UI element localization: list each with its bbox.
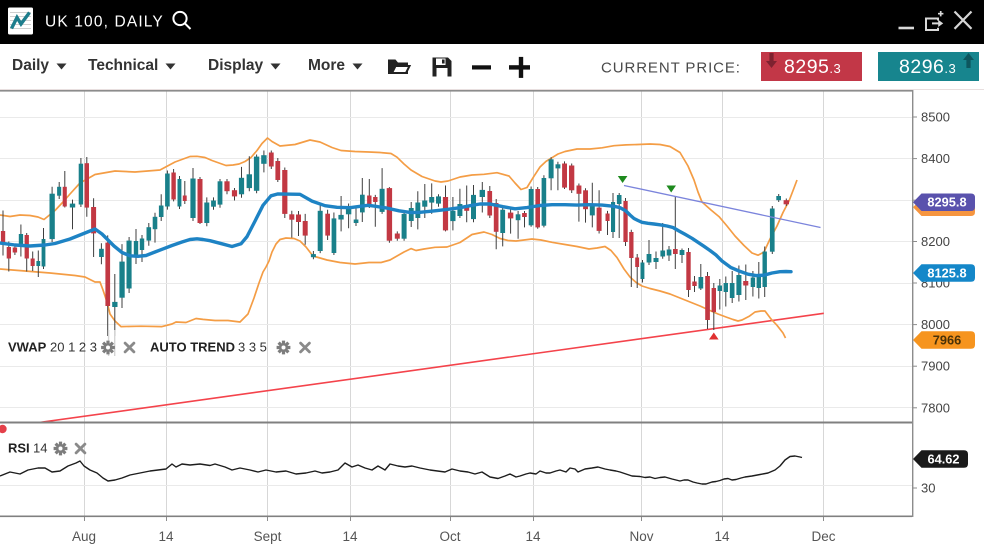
svg-text:RSI: RSI (8, 441, 30, 456)
svg-text:8125.8: 8125.8 (927, 265, 966, 280)
svg-text:VWAP: VWAP (8, 340, 47, 355)
svg-text:7800: 7800 (921, 400, 950, 415)
svg-text:3 3 5: 3 3 5 (238, 340, 267, 355)
svg-text:8500: 8500 (921, 110, 950, 125)
svg-text:14: 14 (33, 441, 47, 456)
svg-text:7900: 7900 (921, 359, 950, 374)
svg-text:30: 30 (921, 481, 935, 496)
svg-text:Dec: Dec (811, 529, 835, 544)
svg-text:14: 14 (158, 529, 174, 544)
svg-text:AUTO TREND: AUTO TREND (150, 340, 235, 355)
svg-text:8295.8: 8295.8 (927, 195, 966, 210)
svg-text:14: 14 (342, 529, 358, 544)
svg-text:14: 14 (714, 529, 730, 544)
svg-text:8000: 8000 (921, 317, 950, 332)
svg-text:UK 100, DAILY: UK 100, DAILY (45, 14, 164, 31)
svg-text:64.62: 64.62 (927, 451, 959, 466)
svg-text:7966: 7966 (933, 332, 961, 347)
svg-text:Sept: Sept (254, 529, 282, 544)
svg-text:8200: 8200 (921, 234, 950, 249)
svg-text:Aug: Aug (72, 529, 96, 544)
svg-text:20 1 2 3: 20 1 2 3 (50, 340, 97, 355)
svg-text:Oct: Oct (439, 529, 460, 544)
svg-text:CURRENT PRICE:: CURRENT PRICE: (601, 60, 741, 77)
svg-text:8400: 8400 (921, 151, 950, 166)
svg-text:14: 14 (525, 529, 541, 544)
svg-text:Nov: Nov (629, 529, 653, 544)
